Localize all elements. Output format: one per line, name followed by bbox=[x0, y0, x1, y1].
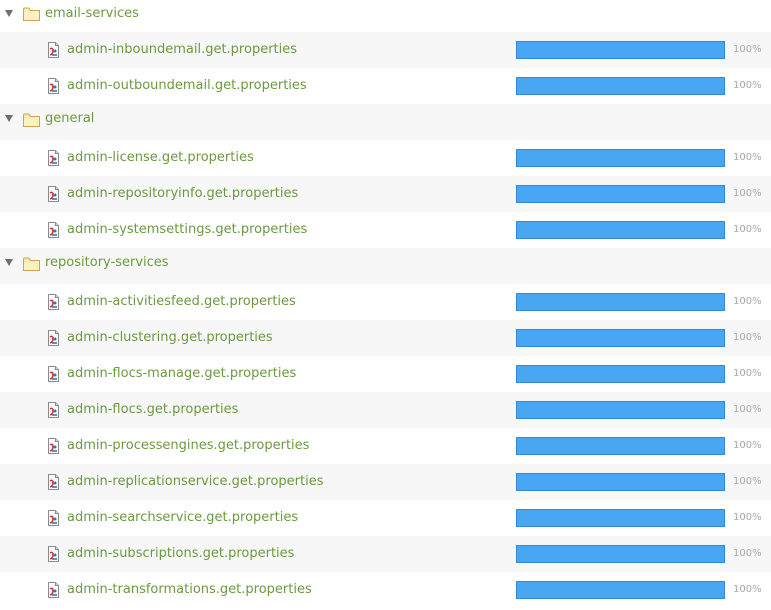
progress-bar-fill bbox=[516, 221, 725, 239]
folder-label[interactable]: general bbox=[45, 111, 95, 126]
progress-bar-fill bbox=[516, 545, 725, 563]
progress-percent: 100% bbox=[733, 224, 762, 235]
progress-bar-fill bbox=[516, 473, 725, 491]
properties-file-icon bbox=[46, 330, 60, 346]
progress-bar bbox=[516, 41, 725, 59]
progress-bar-fill bbox=[516, 509, 725, 527]
properties-file-icon bbox=[46, 546, 60, 562]
file-row: admin-clustering.get.properties 100% bbox=[0, 320, 771, 356]
file-row: admin-license.get.properties 100% bbox=[0, 140, 771, 176]
expand-triangle-icon[interactable] bbox=[5, 10, 13, 17]
folder-icon bbox=[23, 6, 40, 21]
folder-icon bbox=[23, 256, 40, 271]
file-row: admin-transformations.get.properties 100% bbox=[0, 572, 771, 608]
properties-file-icon bbox=[46, 366, 60, 382]
progress-percent: 100% bbox=[733, 512, 762, 523]
folder-row-general[interactable]: general bbox=[0, 104, 771, 140]
file-link[interactable]: admin-flocs-manage.get.properties bbox=[67, 366, 297, 381]
folder-label[interactable]: email-services bbox=[45, 6, 139, 21]
file-link[interactable]: admin-flocs.get.properties bbox=[67, 402, 239, 417]
properties-file-icon bbox=[46, 222, 60, 238]
progress-bar-fill bbox=[516, 149, 725, 167]
file-link[interactable]: admin-outboundemail.get.properties bbox=[67, 78, 307, 93]
expand-triangle-icon[interactable] bbox=[5, 115, 13, 122]
progress-bar-fill bbox=[516, 293, 725, 311]
progress-bar-fill bbox=[516, 185, 725, 203]
properties-file-icon bbox=[46, 474, 60, 490]
folder-row-repository-services[interactable]: repository-services bbox=[0, 248, 771, 284]
properties-file-icon bbox=[46, 582, 60, 598]
file-link[interactable]: admin-systemsettings.get.properties bbox=[67, 222, 308, 237]
file-row: admin-processengines.get.properties 100% bbox=[0, 428, 771, 464]
file-link[interactable]: admin-inboundemail.get.properties bbox=[67, 42, 298, 57]
progress-bar bbox=[516, 221, 725, 239]
expand-triangle-icon[interactable] bbox=[5, 259, 13, 266]
progress-bar bbox=[516, 149, 725, 167]
progress-bar bbox=[516, 509, 725, 527]
file-link[interactable]: admin-activitiesfeed.get.properties bbox=[67, 294, 296, 309]
folder-row-email-services[interactable]: email-services bbox=[0, 0, 771, 32]
progress-percent: 100% bbox=[733, 296, 762, 307]
progress-percent: 100% bbox=[733, 404, 762, 415]
progress-percent: 100% bbox=[733, 584, 762, 595]
progress-bar-fill bbox=[516, 41, 725, 59]
file-row: admin-flocs.get.properties 100% bbox=[0, 392, 771, 428]
file-link[interactable]: admin-replicationservice.get.properties bbox=[67, 474, 324, 489]
progress-bar-fill bbox=[516, 581, 725, 599]
progress-bar bbox=[516, 77, 725, 95]
progress-bar bbox=[516, 185, 725, 203]
properties-file-icon bbox=[46, 402, 60, 418]
file-row: admin-inboundemail.get.properties 100% bbox=[0, 32, 771, 68]
progress-percent: 100% bbox=[733, 476, 762, 487]
file-row: admin-outboundemail.get.properties 100% bbox=[0, 68, 771, 104]
progress-bar bbox=[516, 329, 725, 347]
progress-bar-fill bbox=[516, 365, 725, 383]
progress-bar-fill bbox=[516, 329, 725, 347]
properties-file-icon bbox=[46, 42, 60, 58]
file-row: admin-systemsettings.get.properties 100% bbox=[0, 212, 771, 248]
progress-bar bbox=[516, 473, 725, 491]
progress-percent: 100% bbox=[733, 548, 762, 559]
file-link[interactable]: admin-processengines.get.properties bbox=[67, 438, 310, 453]
file-link[interactable]: admin-clustering.get.properties bbox=[67, 330, 273, 345]
file-row: admin-subscriptions.get.properties 100% bbox=[0, 536, 771, 572]
properties-file-icon bbox=[46, 510, 60, 526]
properties-file-icon bbox=[46, 78, 60, 94]
progress-bar-fill bbox=[516, 437, 725, 455]
file-row: admin-searchservice.get.properties 100% bbox=[0, 500, 771, 536]
folder-label[interactable]: repository-services bbox=[45, 255, 169, 270]
progress-bar bbox=[516, 437, 725, 455]
progress-bar-fill bbox=[516, 401, 725, 419]
file-row: admin-activitiesfeed.get.properties 100% bbox=[0, 284, 771, 320]
progress-bar bbox=[516, 545, 725, 563]
properties-file-icon bbox=[46, 294, 60, 310]
properties-file-icon bbox=[46, 438, 60, 454]
file-link[interactable]: admin-license.get.properties bbox=[67, 150, 254, 165]
progress-bar bbox=[516, 401, 725, 419]
progress-percent: 100% bbox=[733, 80, 762, 91]
file-link[interactable]: admin-repositoryinfo.get.properties bbox=[67, 186, 299, 201]
progress-percent: 100% bbox=[733, 188, 762, 199]
properties-file-icon bbox=[46, 186, 60, 202]
progress-bar bbox=[516, 581, 725, 599]
progress-percent: 100% bbox=[733, 152, 762, 163]
properties-file-icon bbox=[46, 150, 60, 166]
file-row: admin-repositoryinfo.get.properties 100% bbox=[0, 176, 771, 212]
progress-percent: 100% bbox=[733, 368, 762, 379]
progress-percent: 100% bbox=[733, 440, 762, 451]
progress-bar-fill bbox=[516, 77, 725, 95]
file-link[interactable]: admin-subscriptions.get.properties bbox=[67, 546, 295, 561]
folder-icon bbox=[23, 112, 40, 127]
progress-percent: 100% bbox=[733, 44, 762, 55]
file-link[interactable]: admin-transformations.get.properties bbox=[67, 582, 312, 597]
progress-bar bbox=[516, 365, 725, 383]
progress-bar bbox=[516, 293, 725, 311]
file-row: admin-flocs-manage.get.properties 100% bbox=[0, 356, 771, 392]
file-row: admin-replicationservice.get.properties 1… bbox=[0, 464, 771, 500]
progress-percent: 100% bbox=[733, 332, 762, 343]
file-link[interactable]: admin-searchservice.get.properties bbox=[67, 510, 299, 525]
